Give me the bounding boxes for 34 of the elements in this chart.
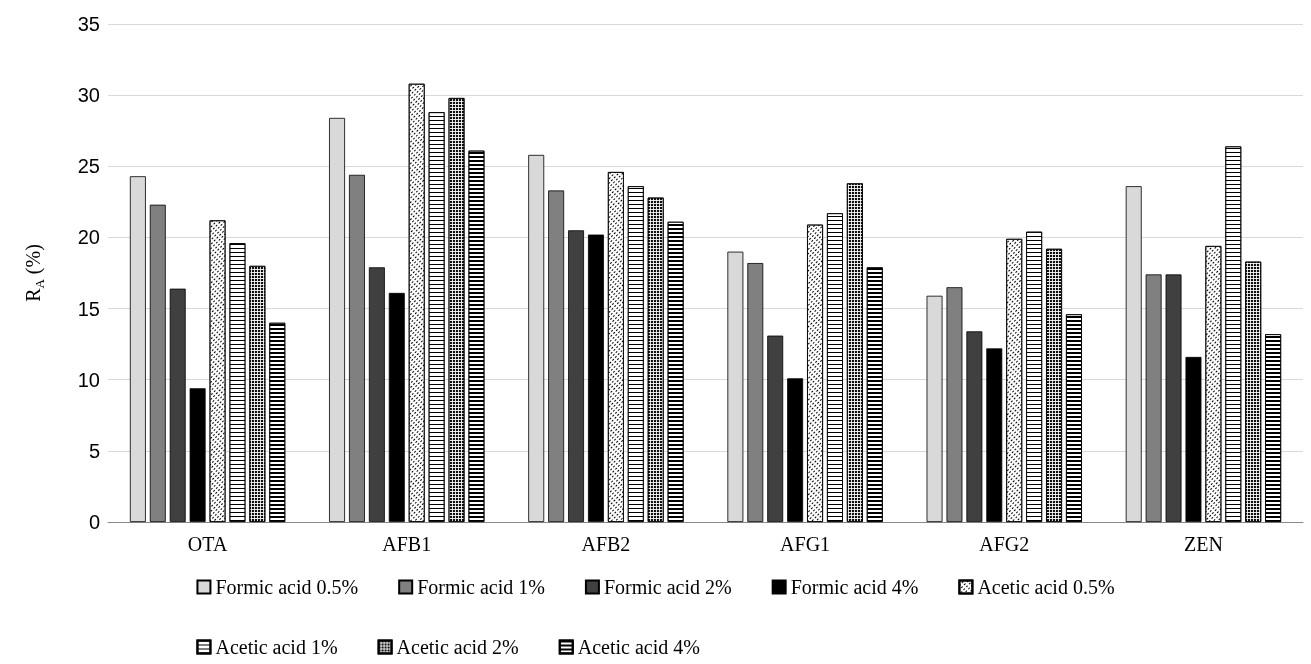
legend-label: Formic acid 1% [417, 576, 545, 598]
x-tick-label: ZEN [1183, 533, 1223, 555]
bar [388, 292, 405, 522]
bar [587, 234, 604, 522]
bar [368, 267, 385, 522]
bar [1165, 274, 1182, 522]
bar [189, 388, 206, 522]
y-tick-label: 20 [77, 226, 100, 249]
bar [787, 378, 804, 522]
bar [568, 230, 585, 522]
x-tick-label: AFB2 [581, 533, 631, 555]
y-tick-label: 5 [88, 439, 100, 462]
y-tick-label: 25 [77, 155, 100, 178]
y-tick-label: 15 [77, 297, 100, 320]
bar [169, 288, 186, 522]
x-tick-label: AFB1 [382, 533, 432, 555]
y-tick-label: 10 [77, 368, 100, 391]
y-tick-label: 30 [77, 84, 100, 107]
y-tick-label: 35 [77, 13, 100, 35]
legend-label: Acetic acid 1% [215, 636, 338, 658]
bar [767, 335, 784, 522]
bar [1185, 356, 1202, 522]
legend-label: Acetic acid 4% [577, 636, 700, 658]
legend-label: Formic acid 0.5% [215, 576, 359, 598]
x-tick-label: AFG2 [979, 533, 1030, 555]
legend-label: Acetic acid 0.5% [977, 576, 1115, 598]
y-tick-label: 0 [88, 511, 100, 533]
legend-label: Formic acid 4% [790, 576, 919, 598]
legend-label: Acetic acid 2% [396, 636, 519, 658]
bar [966, 331, 983, 522]
bar [986, 348, 1003, 522]
x-tick-label: OTA [187, 533, 228, 555]
x-tick-label: AFG1 [780, 533, 831, 555]
legend-label: Formic acid 2% [603, 576, 732, 598]
